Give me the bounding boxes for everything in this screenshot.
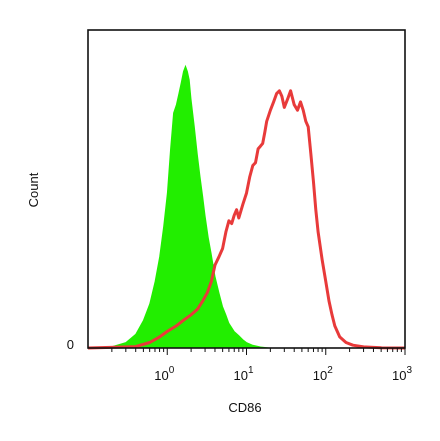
tick-labels: 100 101 102 103 0 [67,337,413,383]
series-1-histogram-line [87,89,406,350]
plot-area [87,64,406,350]
x-axis-ticks [111,348,406,355]
y-tick-label: 0 [67,337,74,352]
y-axis-title: Count [26,172,41,207]
x-tick-label: 100 [154,365,174,383]
x-axis-title: CD86 [228,400,261,415]
x-tick-label: 101 [233,365,253,383]
x-tick-label: 103 [392,365,412,383]
series-0-filled-histogram [87,64,405,349]
x-tick-label: 102 [313,365,333,383]
